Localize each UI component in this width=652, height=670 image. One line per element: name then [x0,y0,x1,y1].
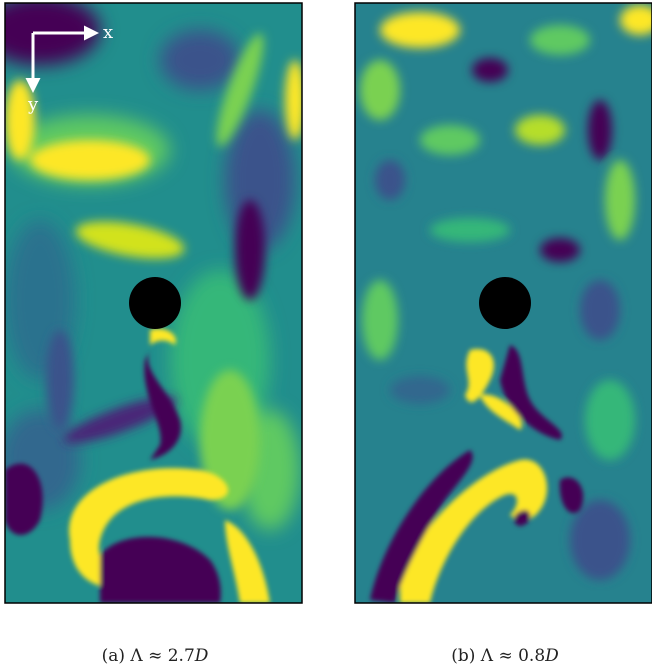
panel-frame [4,2,303,604]
caption-text: (b) Λ ≈ 0.8 [451,646,545,666]
axis-label: x [103,22,113,43]
panel-frame [354,2,652,604]
axis-label: y [27,94,39,115]
flow-field-b [355,3,652,603]
axis-indicator: x y [25,22,113,115]
caption-text: (a) Λ ≈ 2.7 [102,646,195,666]
caption-symbol: D [194,646,209,666]
caption: (a) Λ ≈ 2.7D [102,646,209,666]
caption: (b) Λ ≈ 0.8D [451,646,559,666]
caption-symbol: D [544,646,559,666]
flow-field-a [5,3,302,603]
